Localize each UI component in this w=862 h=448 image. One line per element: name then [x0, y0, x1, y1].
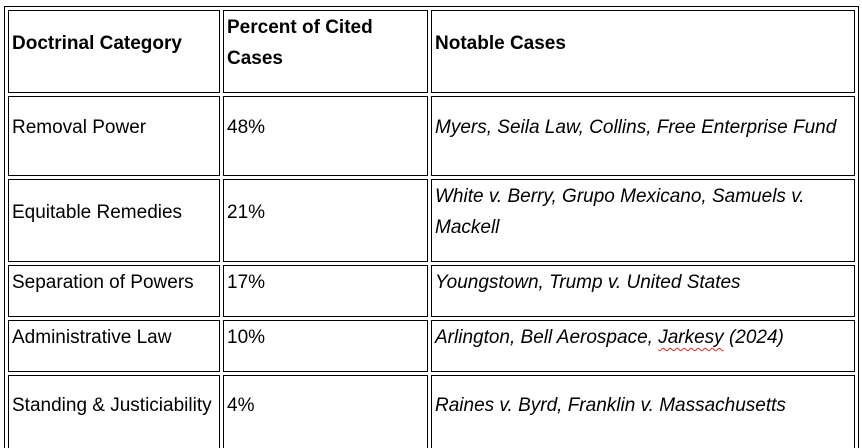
- table-body: Removal Power 48% Myers, Seila Law, Collin…: [8, 96, 855, 448]
- percent-cell[interactable]: 21%: [223, 179, 428, 262]
- table-row: Separation of Powers 17% Youngstown, Trump…: [8, 265, 855, 317]
- doctrinal-categories-table: Doctrinal Category Percent of Cited Case…: [4, 6, 859, 448]
- case-text: Youngstown, Trump v. United States: [435, 272, 741, 293]
- percent-cell[interactable]: 48%: [223, 96, 428, 176]
- header-row: Doctrinal Category Percent of Cited Case…: [8, 10, 855, 93]
- percent-cell[interactable]: 10%: [223, 320, 428, 372]
- table-row: Equitable Remedies 21% White v. Berry, Gru…: [8, 179, 855, 262]
- case-text: White v. Berry, Grupo Mexicano, Samuels …: [435, 186, 805, 238]
- category-cell[interactable]: Separation of Powers: [8, 265, 220, 317]
- case-text: Arlington, Bell Aerospace,: [435, 327, 659, 348]
- notable-cases-cell[interactable]: Raines v. Byrd, Franklin v. Massachusett…: [431, 375, 855, 448]
- table-row: Administrative Law 10% Arlington, Bell Aer…: [8, 320, 855, 372]
- notable-cases-cell[interactable]: Youngstown, Trump v. United States: [431, 265, 855, 317]
- column-header-notable-cases[interactable]: Notable Cases: [431, 10, 855, 93]
- column-header-doctrinal-category[interactable]: Doctrinal Category: [8, 10, 220, 93]
- notable-cases-cell[interactable]: White v. Berry, Grupo Mexicano, Samuels …: [431, 179, 855, 262]
- notable-cases-cell[interactable]: Arlington, Bell Aerospace, Jarkesy (2024…: [431, 320, 855, 372]
- case-text: Myers, Seila Law, Collins, Free Enterpri…: [435, 117, 837, 138]
- misspelled-word: Jarkesy: [658, 327, 724, 348]
- column-header-percent-of-cited-cases[interactable]: Percent of Cited Cases: [223, 10, 428, 93]
- table-header: Doctrinal Category Percent of Cited Case…: [8, 10, 855, 93]
- case-text: Raines v. Byrd, Franklin v. Massachusett…: [435, 395, 786, 416]
- percent-cell[interactable]: 17%: [223, 265, 428, 317]
- category-cell[interactable]: Standing & Justiciability: [8, 375, 220, 448]
- notable-cases-cell[interactable]: Myers, Seila Law, Collins, Free Enterpri…: [431, 96, 855, 176]
- category-cell[interactable]: Administrative Law: [8, 320, 220, 372]
- category-cell[interactable]: Equitable Remedies: [8, 179, 220, 262]
- percent-cell[interactable]: 4%: [223, 375, 428, 448]
- category-cell[interactable]: Removal Power: [8, 96, 220, 176]
- table-row: Standing & Justiciability 4% Raines v. Byr…: [8, 375, 855, 448]
- table-row: Removal Power 48% Myers, Seila Law, Collin…: [8, 96, 855, 176]
- case-text: (2024): [723, 327, 784, 348]
